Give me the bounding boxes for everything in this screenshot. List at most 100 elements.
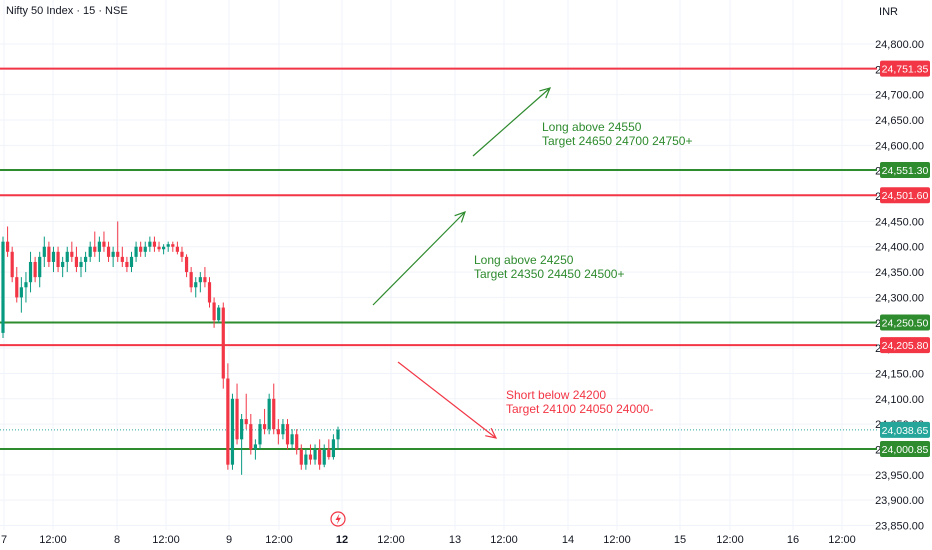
annotation-line: Long above 24250: [474, 253, 574, 267]
candle-body: [24, 282, 28, 288]
candle-body: [10, 251, 14, 278]
price-tick-label: 24,600.00: [875, 140, 924, 152]
candle-body: [308, 454, 313, 460]
time-tick-label: 12:00: [490, 534, 518, 546]
candle-body: [235, 398, 239, 440]
candle-body: [65, 251, 69, 262]
candle-body: [97, 241, 101, 252]
time-tick-label: 12:00: [39, 534, 67, 546]
candle-body: [184, 256, 189, 273]
level-price-tag: [880, 162, 930, 179]
time-tick-label: 12:00: [716, 534, 744, 546]
price-axis[interactable]: 24,800.0024,750.0024,700.0024,650.0024,6…: [875, 39, 930, 533]
price-tick-label: 23,900.00: [875, 495, 924, 507]
price-tick-label: 24,300.00: [875, 292, 924, 304]
candle-body: [120, 256, 124, 262]
candle-body: [262, 424, 267, 430]
candle-body: [84, 256, 88, 262]
candle-body: [290, 434, 294, 445]
candle-body: [106, 246, 111, 257]
level-price-tag: [880, 60, 930, 77]
candle-body: [240, 419, 244, 440]
candle-body: [272, 398, 276, 430]
candle-body: [249, 424, 253, 450]
candle-body: [102, 241, 106, 247]
candle-body: [134, 246, 138, 257]
candle-body: [217, 307, 221, 321]
candle-body: [47, 246, 51, 262]
candle-body: [253, 444, 257, 450]
annotation-line: Target 24100 24050 24000-: [506, 402, 654, 416]
price-tick-label: 24,150.00: [875, 368, 924, 380]
candle-body: [19, 287, 23, 298]
candle-body: [152, 241, 157, 247]
candle-body: [207, 282, 212, 303]
candle-body: [38, 256, 42, 278]
time-tick-label: 15: [674, 534, 686, 546]
candle-body: [162, 246, 166, 250]
candle-body: [281, 424, 285, 435]
annotation-line: Long above 24550: [542, 120, 642, 134]
annotation-line: Short below 24200: [506, 388, 607, 402]
arrow-down-icon: [397, 361, 498, 439]
price-tick-label: 24,450.00: [875, 216, 924, 228]
candle-body: [203, 277, 207, 283]
arrow-head: [485, 427, 498, 439]
lightning-icon[interactable]: [330, 511, 346, 527]
candle-body: [116, 251, 120, 257]
time-tick-label: 14: [562, 534, 574, 546]
symbol-title[interactable]: Nifty 50 Index · 15 · NSE: [6, 5, 128, 17]
price-tick-label: 24,400.00: [875, 242, 924, 254]
time-axis[interactable]: 7 12:00 8 12:00 9 12:00 12 12:00 13 12:00 14 12:00 1…: [1, 534, 856, 546]
candle-body: [230, 398, 235, 465]
candle-body: [318, 449, 322, 465]
level-price-label: 24,000.85: [882, 444, 929, 456]
level-price-label: 24,551.30: [882, 165, 929, 177]
annotation-line: Target 24350 24450 24500+: [474, 267, 625, 281]
candle-body: [70, 251, 74, 257]
candle-body: [313, 449, 317, 460]
candle-body: [88, 246, 92, 257]
level-price-label: 24,250.50: [882, 318, 929, 330]
candle-body: [93, 246, 97, 252]
candle-body: [295, 434, 299, 450]
arrow-head: [539, 87, 552, 99]
candle-body: [111, 251, 115, 257]
candle-body: [327, 449, 331, 458]
arrow-shaft: [397, 361, 497, 439]
candle-body: [148, 241, 152, 247]
candle-body: [299, 449, 303, 465]
candle-body: [189, 272, 193, 288]
candle-body: [61, 261, 65, 268]
price-tick-label: 24,800.00: [875, 39, 924, 51]
candle-body: [226, 378, 230, 465]
horizontal-levels: [0, 67, 877, 451]
time-tick-label: 12:00: [828, 534, 856, 546]
arrow-shaft: [372, 211, 466, 306]
time-tick-label: 7: [1, 534, 7, 546]
currency-label[interactable]: INR: [879, 6, 898, 18]
candle-body: [244, 419, 248, 425]
candle-body: [166, 244, 170, 247]
arrow-up-icon: [472, 87, 552, 157]
level-price-label: 24,501.60: [882, 190, 929, 202]
candle-body: [143, 246, 147, 252]
price-tick-label: 24,650.00: [875, 115, 924, 127]
level-price-label: 24,751.35: [882, 64, 929, 76]
candle-body: [336, 429, 340, 440]
candle-body: [276, 429, 280, 435]
time-tick-label: 13: [449, 534, 461, 546]
candles: [1, 221, 340, 475]
time-tick-label: 12: [336, 534, 348, 546]
time-tick-label: 12:00: [152, 534, 180, 546]
annotation-short-24200: Short below 24200 Target 24100 24050 240…: [506, 388, 653, 416]
price-tick-label: 24,350.00: [875, 267, 924, 279]
candle-body: [125, 261, 129, 268]
price-tick-label: 24,100.00: [875, 394, 924, 406]
level-price-tag: [880, 314, 930, 331]
arrow-up-icon: [372, 211, 466, 306]
candle-body: [79, 261, 83, 268]
candle-body: [42, 246, 46, 257]
candle-body: [180, 251, 184, 257]
